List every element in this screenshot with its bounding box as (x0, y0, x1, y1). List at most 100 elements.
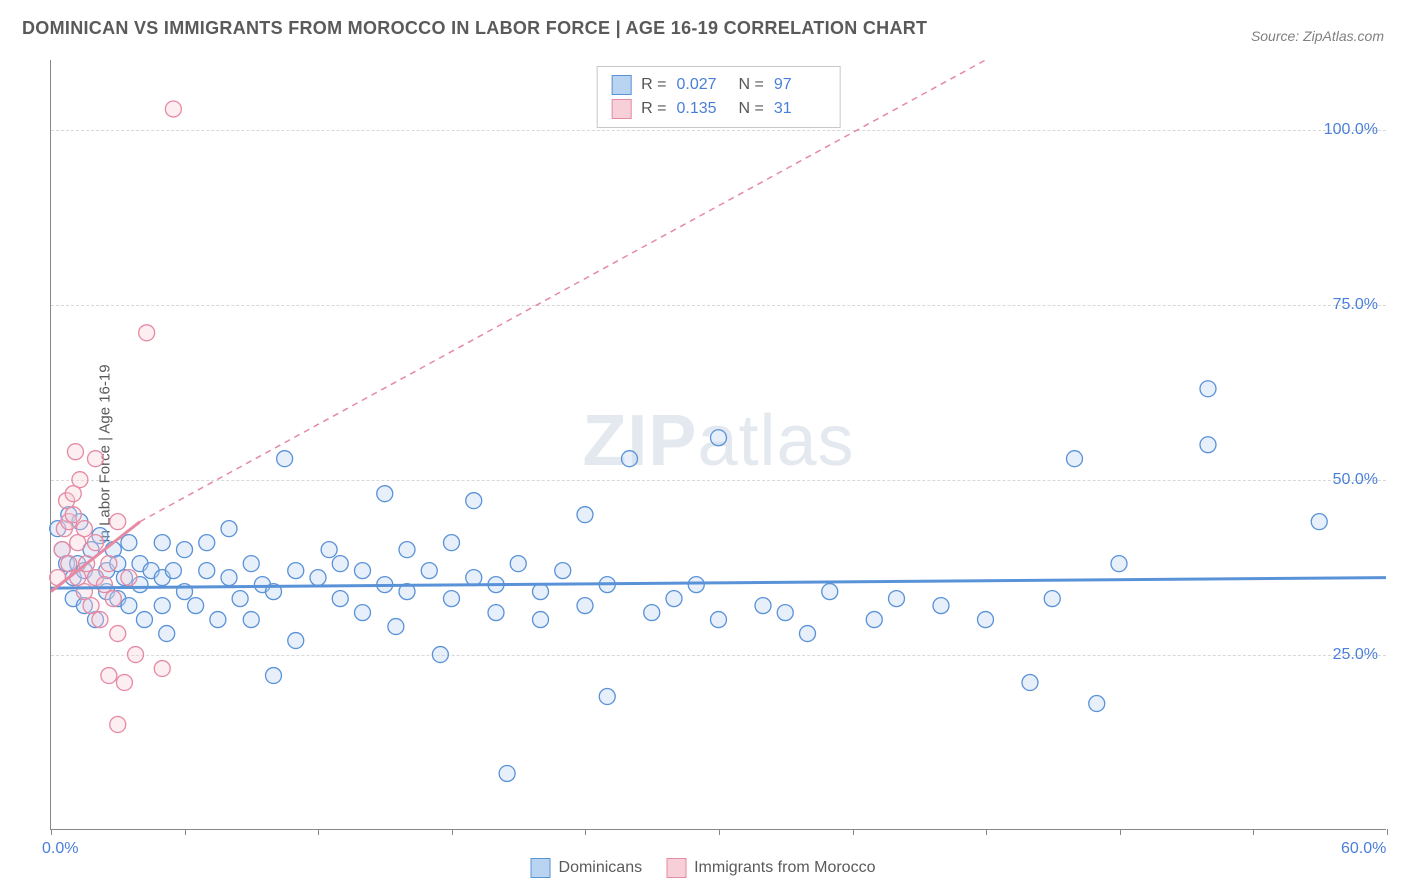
data-point (488, 605, 504, 621)
data-point (1111, 556, 1127, 572)
data-point (888, 591, 904, 607)
data-point (466, 570, 482, 586)
data-point (110, 717, 126, 733)
legend-n-label: N = (739, 100, 764, 118)
data-point (199, 535, 215, 551)
data-point (88, 451, 104, 467)
data-point (355, 605, 371, 621)
legend-n-label: N = (739, 76, 764, 94)
data-point (72, 472, 88, 488)
data-point (243, 612, 259, 628)
data-point (101, 556, 117, 572)
data-point (755, 598, 771, 614)
data-point (96, 577, 112, 593)
data-point (666, 591, 682, 607)
data-point (533, 584, 549, 600)
data-point (510, 556, 526, 572)
data-point (121, 598, 137, 614)
data-point (139, 325, 155, 341)
legend-r-value: 0.027 (677, 76, 729, 94)
data-point (822, 584, 838, 600)
data-point (555, 563, 571, 579)
data-point (76, 521, 92, 537)
data-point (83, 598, 99, 614)
data-point (154, 661, 170, 677)
legend-r-label: R = (641, 76, 666, 94)
data-point (165, 101, 181, 117)
data-point (332, 591, 348, 607)
data-point (154, 598, 170, 614)
data-point (310, 570, 326, 586)
legend-row-dominicans: R = 0.027 N = 97 (611, 73, 826, 97)
series-legend: Dominicans Immigrants from Morocco (531, 858, 876, 878)
data-point (154, 535, 170, 551)
data-point (221, 570, 237, 586)
legend-n-value: 31 (774, 100, 826, 118)
data-point (421, 563, 437, 579)
data-point (577, 598, 593, 614)
data-point (599, 689, 615, 705)
data-point (621, 451, 637, 467)
legend-r-value: 0.135 (677, 100, 729, 118)
data-point (499, 765, 515, 781)
data-point (1200, 437, 1216, 453)
swatch-dominicans (531, 858, 551, 878)
data-point (1044, 591, 1060, 607)
data-point (399, 542, 415, 558)
data-point (977, 612, 993, 628)
data-point (1066, 451, 1082, 467)
data-point (355, 563, 371, 579)
data-point (288, 633, 304, 649)
data-point (288, 563, 304, 579)
trend-line-dominicans (51, 578, 1386, 588)
data-point (577, 507, 593, 523)
data-point (377, 486, 393, 502)
data-point (432, 647, 448, 663)
data-point (444, 535, 460, 551)
legend-row-morocco: R = 0.135 N = 31 (611, 97, 826, 121)
data-point (221, 521, 237, 537)
data-point (710, 612, 726, 628)
data-point (644, 605, 660, 621)
data-point (199, 563, 215, 579)
data-point (128, 647, 144, 663)
legend-item-dominicans: Dominicans (531, 858, 643, 878)
data-point (799, 626, 815, 642)
data-point (866, 612, 882, 628)
x-tick-label: 0.0% (42, 840, 78, 858)
data-point (933, 598, 949, 614)
data-point (67, 444, 83, 460)
swatch-morocco (666, 858, 686, 878)
data-point (1022, 675, 1038, 691)
chart-title: DOMINICAN VS IMMIGRANTS FROM MOROCCO IN … (22, 18, 927, 39)
data-point (61, 556, 77, 572)
data-point (321, 542, 337, 558)
data-point (266, 668, 282, 684)
data-point (105, 591, 121, 607)
data-point (332, 556, 348, 572)
data-point (177, 542, 193, 558)
data-point (466, 493, 482, 509)
chart-plot-area: ZIPatlas R = 0.027 N = 97 R = 0.135 N = … (50, 60, 1386, 830)
trend-line-morocco-dashed (140, 60, 985, 522)
legend-item-morocco: Immigrants from Morocco (666, 858, 875, 878)
data-point (101, 668, 117, 684)
data-point (210, 612, 226, 628)
data-point (277, 451, 293, 467)
data-point (92, 612, 108, 628)
data-point (136, 612, 152, 628)
data-point (121, 535, 137, 551)
data-point (110, 626, 126, 642)
source-attribution: Source: ZipAtlas.com (1251, 28, 1384, 44)
data-point (116, 675, 132, 691)
data-point (243, 556, 259, 572)
legend-n-value: 97 (774, 76, 826, 94)
data-point (533, 612, 549, 628)
swatch-morocco (611, 99, 631, 119)
data-point (88, 535, 104, 551)
data-point (777, 605, 793, 621)
legend-r-label: R = (641, 100, 666, 118)
data-point (65, 507, 81, 523)
x-tick-label: 60.0% (1341, 840, 1386, 858)
swatch-dominicans (611, 75, 631, 95)
